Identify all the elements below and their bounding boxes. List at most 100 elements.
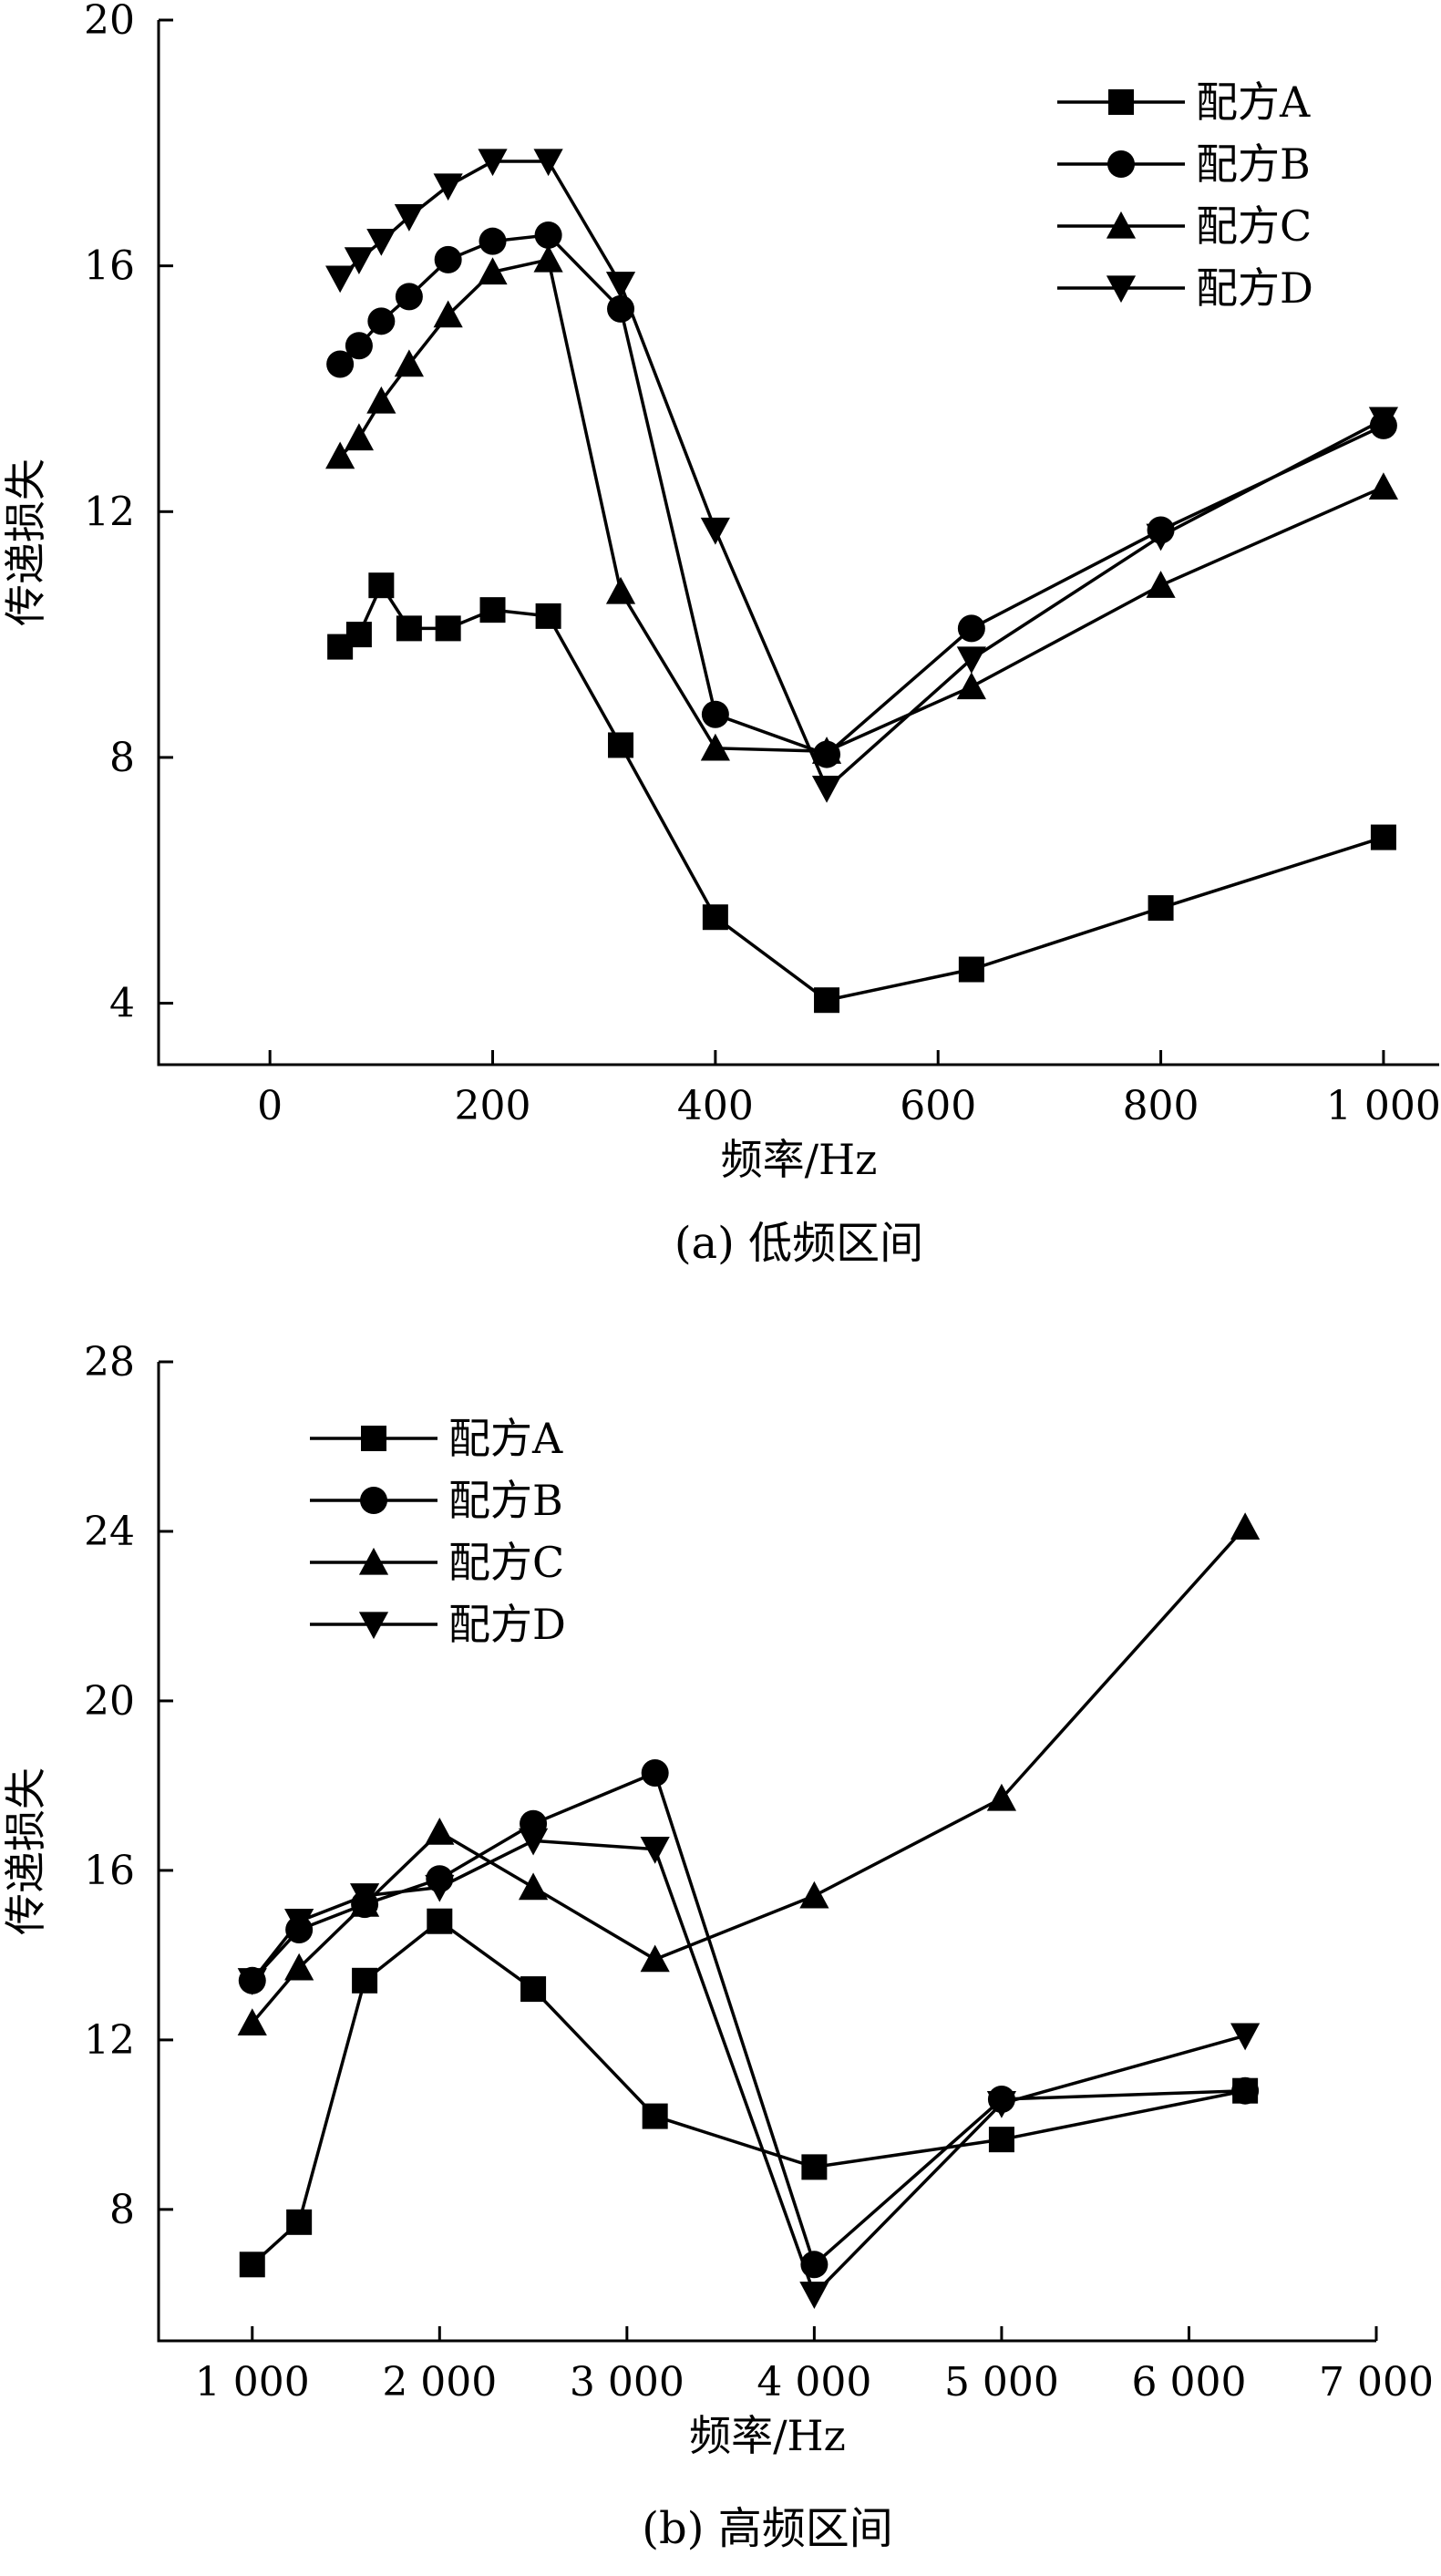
data-point <box>435 615 461 642</box>
data-point <box>608 732 634 758</box>
series-3 <box>237 1828 1261 2309</box>
legend-marker <box>358 1547 389 1575</box>
series-0 <box>239 1908 1259 2278</box>
legend-marker <box>1107 150 1135 178</box>
y-axis-title: 传递损失 <box>1 459 50 626</box>
data-point <box>433 173 463 201</box>
data-point <box>1146 523 1176 551</box>
data-point <box>1230 1512 1261 1540</box>
series-line <box>251 1919 1246 2266</box>
series-0 <box>327 572 1396 1014</box>
data-point <box>956 672 986 700</box>
data-point <box>368 572 395 599</box>
series-2 <box>237 1512 1261 2035</box>
data-point <box>988 2127 1014 2153</box>
axis-lines <box>157 1362 1376 2343</box>
series-3 <box>325 149 1399 803</box>
x-tick-label: 7 000 <box>1319 2359 1434 2406</box>
data-point <box>1370 824 1396 850</box>
data-point <box>352 1967 378 1994</box>
data-point <box>1368 472 1399 500</box>
data-point <box>396 615 422 642</box>
y-tick-label: 12 <box>84 2017 135 2064</box>
data-point <box>958 956 984 983</box>
legend-item: 配方B <box>310 1476 563 1525</box>
y-tick-label: 20 <box>84 1678 135 1725</box>
data-point <box>425 1874 455 1902</box>
data-point <box>478 149 508 177</box>
data-point <box>1230 2023 1261 2051</box>
x-tick-label: 2 000 <box>382 2359 497 2406</box>
data-point <box>811 775 842 803</box>
legend-label: 配方D <box>448 1600 566 1649</box>
x-tick-label: 4 000 <box>757 2359 871 2406</box>
data-point <box>1231 2076 1260 2105</box>
series-line <box>251 1526 1247 2025</box>
series-line <box>251 1839 1246 2298</box>
y-tick-label: 20 <box>84 0 135 44</box>
x-tick-label: 3 000 <box>570 2359 684 2406</box>
legend-marker <box>1106 275 1137 304</box>
data-point <box>395 283 423 311</box>
x-tick-label: 600 <box>900 1083 976 1129</box>
data-point <box>325 441 355 469</box>
data-point <box>349 1883 380 1911</box>
data-point <box>799 1880 829 1909</box>
y-tick-label: 16 <box>84 1848 135 1894</box>
y-axis-title: 传递损失 <box>1 1767 50 1935</box>
x-tick-label: 400 <box>677 1083 754 1129</box>
legend-marker <box>358 1612 389 1640</box>
data-point <box>479 597 506 623</box>
x-axis-title: 频率/Hz <box>689 2411 846 2460</box>
x-tick-label: 200 <box>455 1083 531 1129</box>
data-point <box>957 614 985 643</box>
x-tick-label: 1 000 <box>195 2359 310 2406</box>
legend-item: 配方D <box>1057 263 1313 313</box>
data-point <box>366 386 396 414</box>
series-line <box>338 160 1384 791</box>
data-point <box>1148 895 1174 922</box>
data-point <box>284 1953 314 1981</box>
data-point <box>367 307 396 335</box>
data-point <box>799 2282 829 2309</box>
data-point <box>641 1758 669 1787</box>
legend-item: 配方A <box>310 1414 563 1463</box>
legend-item: 配方A <box>1057 77 1311 127</box>
data-point <box>534 221 562 249</box>
data-point <box>700 733 730 761</box>
data-point <box>239 2251 265 2278</box>
series-line <box>251 1770 1246 2268</box>
data-point <box>345 332 373 360</box>
y-tick-label: 16 <box>84 243 135 290</box>
data-point <box>533 149 563 177</box>
legend-label: 配方A <box>448 1414 563 1463</box>
data-point <box>1368 407 1399 435</box>
data-point <box>811 737 842 764</box>
legend-label: 配方C <box>448 1538 564 1587</box>
y-tick-label: 24 <box>84 1509 135 1555</box>
data-point <box>479 227 507 255</box>
data-point <box>605 576 636 604</box>
y-tick-label: 12 <box>84 489 135 535</box>
legend-marker <box>1108 89 1134 115</box>
axis-lines <box>157 20 1439 1066</box>
data-point <box>325 265 355 294</box>
y-tick-label: 8 <box>109 2187 135 2233</box>
x-axis-title: 频率/Hz <box>721 1135 878 1184</box>
x-tick-label: 5 000 <box>944 2359 1059 2406</box>
x-tick-label: 1 000 <box>1326 1083 1441 1129</box>
legend-item: 配方D <box>310 1600 566 1649</box>
data-point <box>535 603 561 629</box>
chart-caption: (a) 低频区间 <box>674 1218 923 1269</box>
y-tick-label: 8 <box>109 735 135 781</box>
data-point <box>700 517 730 545</box>
data-point <box>425 1817 455 1845</box>
data-point <box>702 904 728 931</box>
data-point <box>478 257 508 285</box>
data-point <box>344 247 375 275</box>
series-1 <box>238 1758 1260 2279</box>
data-point <box>814 987 840 1014</box>
legend-label: 配方B <box>448 1476 563 1525</box>
data-point <box>640 1944 670 1973</box>
